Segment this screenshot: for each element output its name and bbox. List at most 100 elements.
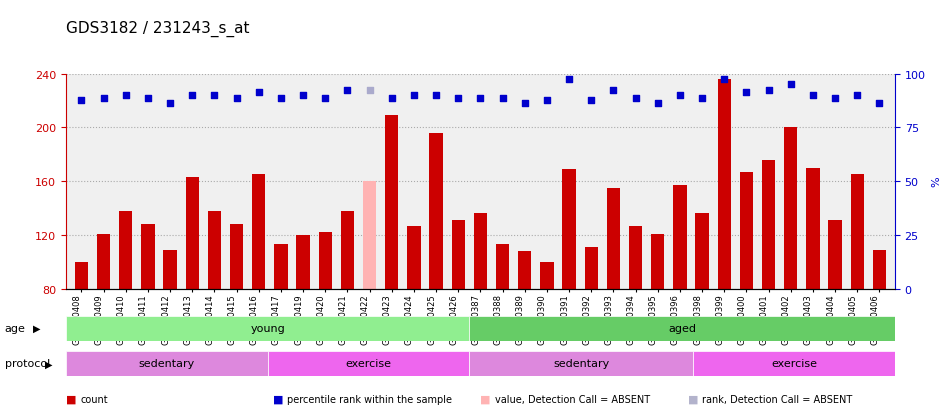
FancyBboxPatch shape [66,351,268,376]
FancyBboxPatch shape [469,351,693,376]
Point [229,95,244,102]
Bar [674,186,687,289]
Text: sedentary: sedentary [138,358,195,368]
Bar [97,234,110,289]
Bar [851,175,864,289]
Point [273,95,288,102]
Bar [495,245,510,289]
Point [96,95,111,102]
Text: ■: ■ [273,394,284,404]
Bar [451,221,465,289]
Point [584,98,599,104]
Point [317,95,333,102]
Bar [164,250,177,289]
Y-axis label: %: % [932,176,941,187]
FancyBboxPatch shape [469,316,895,341]
Point [429,93,444,99]
Point [140,95,155,102]
Bar [363,182,376,289]
Bar [341,211,354,289]
Text: ▶: ▶ [33,323,41,333]
Point [850,93,865,99]
Point [119,93,134,99]
Text: ▶: ▶ [45,358,53,368]
Point [450,95,465,102]
Bar [718,80,731,289]
Text: sedentary: sedentary [553,358,609,368]
Point [717,76,732,83]
Point [805,93,820,99]
Point [340,87,355,94]
Bar [872,250,886,289]
Point [185,93,200,99]
Point [628,95,643,102]
Point [739,90,754,96]
Text: rank, Detection Call = ABSENT: rank, Detection Call = ABSENT [702,394,853,404]
FancyBboxPatch shape [66,316,469,341]
Text: ■: ■ [688,394,698,404]
Bar [274,245,287,289]
Point [207,93,222,99]
Point [252,90,267,96]
Point [73,98,89,104]
Point [673,93,688,99]
FancyBboxPatch shape [693,351,895,376]
Bar [828,221,842,289]
Bar [141,225,154,289]
Point [540,98,555,104]
Bar [541,262,554,289]
Text: protocol: protocol [5,358,50,368]
Text: aged: aged [668,323,696,333]
Bar [806,169,820,289]
Point [362,87,377,94]
Bar [629,226,642,289]
Point [495,95,511,102]
Point [650,100,665,107]
Point [606,87,621,94]
Bar [230,225,243,289]
Bar [518,252,531,289]
Point [296,93,311,99]
Bar [208,211,221,289]
Point [517,100,532,107]
Bar [318,233,332,289]
Bar [695,214,708,289]
Text: percentile rank within the sample: percentile rank within the sample [287,394,452,404]
Bar [385,116,398,289]
Point [384,95,399,102]
Bar [739,172,753,289]
Point [761,87,776,94]
Point [694,95,709,102]
Text: young: young [251,323,284,333]
Point [783,82,798,88]
Bar [297,235,310,289]
Text: exercise: exercise [346,358,391,368]
Bar [186,178,199,289]
Bar [607,188,620,289]
Point [561,76,577,83]
Bar [651,234,664,289]
Text: count: count [80,394,107,404]
FancyBboxPatch shape [268,351,469,376]
Text: value, Detection Call = ABSENT: value, Detection Call = ABSENT [495,394,650,404]
Point [163,100,178,107]
Bar [474,214,487,289]
Point [406,93,421,99]
Bar [784,128,797,289]
Bar [562,170,576,289]
Text: exercise: exercise [771,358,817,368]
Bar [119,211,133,289]
Bar [430,133,443,289]
Point [827,95,842,102]
Bar [252,175,266,289]
Text: GDS3182 / 231243_s_at: GDS3182 / 231243_s_at [66,21,250,37]
Bar [407,226,420,289]
Point [473,95,488,102]
Bar [762,160,775,289]
Bar [585,247,598,289]
Point [872,100,887,107]
Bar [74,262,89,289]
Text: ■: ■ [66,394,76,404]
Text: age: age [5,323,25,333]
Text: ■: ■ [480,394,491,404]
